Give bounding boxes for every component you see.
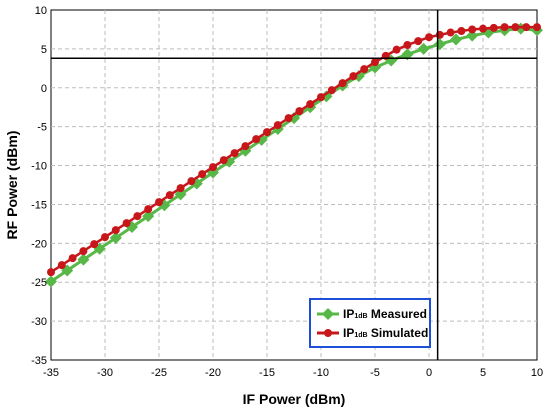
data-point-simulated <box>371 58 379 67</box>
data-point-simulated <box>468 25 477 34</box>
data-point-measured <box>466 29 479 42</box>
x-tick-labels: -35 -30 -25 -20 -15 -10 -5 0 5 10 <box>43 367 543 379</box>
legend-swatch-measured <box>317 307 339 320</box>
y-tick-label: -15 <box>31 199 47 211</box>
data-point-simulated <box>327 86 336 95</box>
data-point-simulated <box>284 114 293 123</box>
data-point-simulated <box>349 72 358 81</box>
data-point-simulated <box>360 65 369 74</box>
legend-entry-simulated: IP1dB Simulated <box>317 323 429 342</box>
data-point-simulated <box>68 254 77 263</box>
x-tick-label: -25 <box>151 367 167 379</box>
data-point-simulated <box>414 37 423 46</box>
data-point-measured <box>482 26 495 39</box>
x-tick-label: -10 <box>313 367 329 379</box>
data-point-simulated <box>500 23 509 32</box>
data-point-simulated <box>111 226 120 235</box>
x-tick-label: -5 <box>370 367 380 379</box>
data-point-simulated <box>252 135 261 144</box>
data-point-simulated <box>263 128 271 137</box>
x-tick-label: -15 <box>259 367 275 379</box>
y-tick-label: -10 <box>31 161 47 173</box>
data-point-simulated <box>533 23 541 32</box>
data-point-measured <box>417 42 430 55</box>
plot-area <box>50 9 538 361</box>
data-point-simulated <box>403 41 412 49</box>
data-point-simulated <box>306 100 315 109</box>
data-point-measured <box>45 275 57 288</box>
legend-entry-measured: IP1dB Measured <box>317 304 429 323</box>
y-tick-label: -5 <box>37 122 47 134</box>
legend-label-simulated: IP1dB Simulated <box>343 325 429 340</box>
data-point-simulated <box>155 198 163 207</box>
x-tick-label: -20 <box>205 367 221 379</box>
legend-swatch-simulated <box>317 328 339 337</box>
data-point-simulated <box>187 177 196 186</box>
legend-label-measured: IP1dB Measured <box>343 306 427 321</box>
data-point-simulated <box>198 170 207 179</box>
data-point-simulated <box>522 23 531 32</box>
data-point-measured <box>433 38 446 51</box>
y-tick-label: -30 <box>31 316 47 328</box>
data-point-simulated <box>489 23 498 32</box>
data-point-simulated <box>446 28 455 37</box>
data-point-measured <box>61 264 74 277</box>
data-point-measured <box>77 253 90 266</box>
y-tick-label: -35 <box>31 355 47 367</box>
x-tick-label: -30 <box>97 367 113 379</box>
data-point-simulated <box>317 93 325 102</box>
x-tick-label: 10 <box>531 367 543 379</box>
data-point-simulated <box>338 79 347 88</box>
x-tick-label: 5 <box>480 367 486 379</box>
y-tick-label: 0 <box>41 83 47 95</box>
data-point-simulated <box>295 107 304 116</box>
y-tick-label: 10 <box>35 5 47 17</box>
data-point-simulated <box>165 191 174 200</box>
y-tick-label: 5 <box>41 44 47 56</box>
series-line-simulated <box>50 25 537 274</box>
data-point-measured <box>401 48 414 61</box>
y-tick-labels: -35 -30 -25 -20 -15 -10 -5 0 5 10 <box>31 5 47 367</box>
data-point-simulated <box>425 33 433 42</box>
data-point-simulated <box>57 261 66 270</box>
x-tick-label: -35 <box>43 367 59 379</box>
data-point-simulated <box>457 27 466 35</box>
y-tick-label: -25 <box>31 277 47 289</box>
data-point-simulated <box>511 23 520 32</box>
data-point-simulated <box>176 184 185 193</box>
data-point-measured <box>450 33 462 46</box>
reference-lines <box>51 10 537 360</box>
data-point-simulated <box>209 163 217 172</box>
data-point-simulated <box>219 156 228 165</box>
data-point-simulated <box>144 205 153 214</box>
data-point-simulated <box>241 142 250 151</box>
data-point-measured <box>142 210 155 223</box>
data-point-simulated <box>230 149 239 158</box>
data-point-simulated <box>47 268 55 277</box>
data-point-simulated <box>273 121 282 130</box>
data-point-measured <box>109 231 122 244</box>
legend: IP1dB Measured IP1dB Simulated <box>309 298 431 348</box>
data-point-simulated <box>479 24 487 33</box>
data-point-simulated <box>133 212 142 221</box>
data-point-simulated <box>90 240 99 249</box>
y-tick-label: -20 <box>31 238 47 250</box>
grid <box>51 10 537 360</box>
x-axis-title: IF Power (dBm) <box>243 391 346 407</box>
data-point-simulated <box>392 45 401 54</box>
y-axis-title: RF Power (dBm) <box>4 131 20 240</box>
x-tick-label: 0 <box>426 367 432 379</box>
data-point-simulated <box>101 233 109 242</box>
data-point-simulated <box>79 247 88 256</box>
data-point-simulated <box>122 219 131 228</box>
